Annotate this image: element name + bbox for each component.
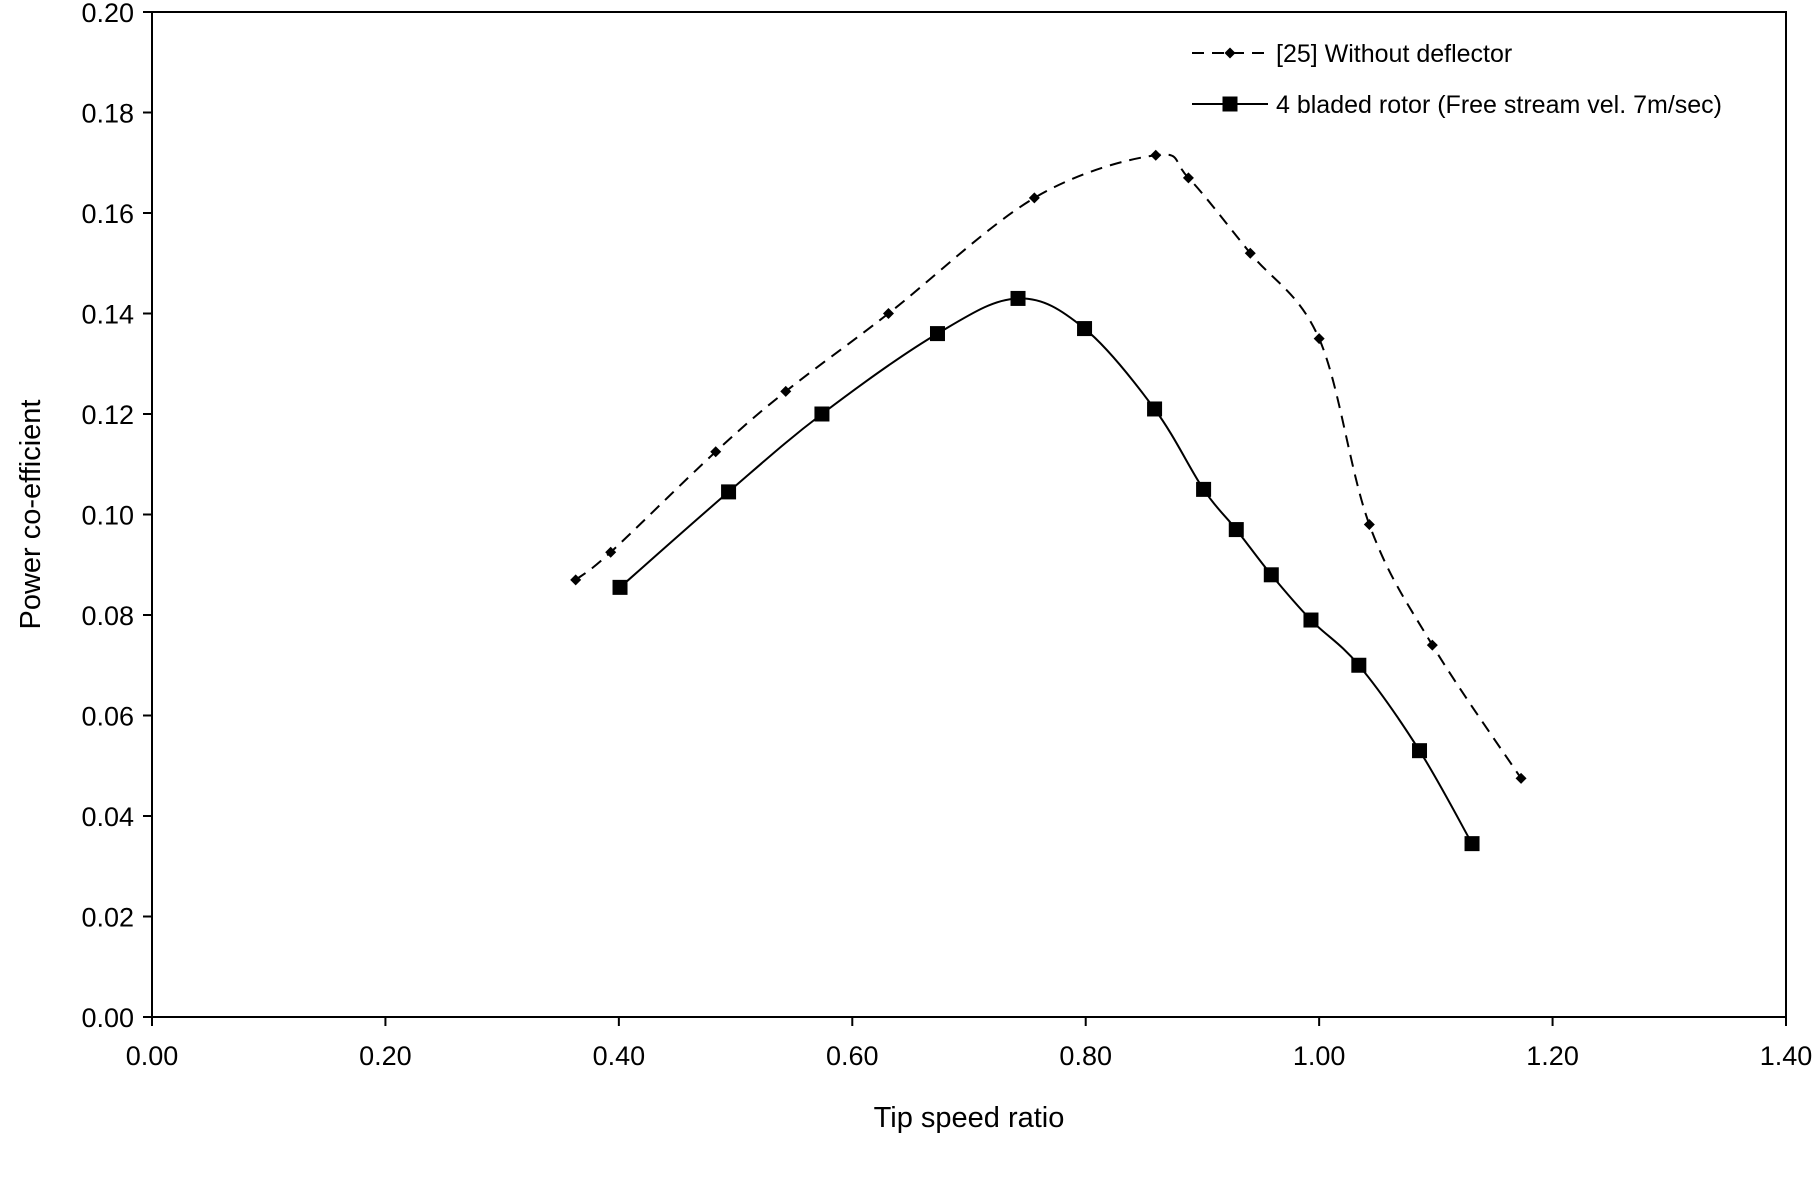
x-tick-label: 0.60 — [826, 1041, 879, 1071]
legend-item: [25] Without deflector — [1192, 40, 1512, 68]
y-tick-label: 0.06 — [81, 702, 134, 732]
y-tick-label: 0.14 — [81, 300, 134, 330]
data-point — [1150, 149, 1162, 161]
x-tick-label: 1.00 — [1293, 1041, 1346, 1071]
data-point — [1228, 522, 1244, 538]
y-tick-label: 0.20 — [81, 0, 134, 28]
y-tick-label: 0.00 — [81, 1003, 134, 1033]
legend-marker — [1222, 96, 1238, 112]
data-point — [1363, 519, 1375, 531]
data-point — [1351, 657, 1367, 673]
data-point — [1412, 743, 1428, 759]
axes-layer: 0.00 0.02 0.04 0.06 0.08 0.10 0.12 0.14 0.16 0.18… — [81, 0, 1812, 1071]
data-point — [1464, 836, 1480, 852]
data-point — [882, 308, 894, 319]
data-point — [1077, 321, 1093, 337]
legend-item: 4 bladed rotor (Free stream vel. 7m/sec) — [1192, 91, 1722, 119]
legend-label: [25] Without deflector — [1276, 40, 1512, 68]
x-tick-label: 0.00 — [126, 1041, 179, 1071]
data-point — [1426, 639, 1438, 651]
x-tick-label: 1.40 — [1760, 1041, 1813, 1071]
series-layer — [570, 149, 1527, 852]
y-tick-label: 0.10 — [81, 501, 134, 531]
data-point — [1028, 192, 1040, 204]
y-tick-label: 0.08 — [81, 601, 134, 631]
data-point — [1196, 481, 1212, 497]
x-tick-label: 0.20 — [359, 1041, 412, 1071]
series-1 — [570, 149, 1527, 784]
data-point — [605, 546, 617, 558]
data-point — [780, 385, 792, 397]
data-point — [814, 406, 830, 422]
x-axis-label: Tip speed ratio — [874, 1102, 1065, 1134]
legend-marker — [1224, 47, 1236, 59]
data-point — [721, 484, 737, 500]
legend: [25] Without deflector 4 bladed rotor (Fr… — [1192, 40, 1722, 119]
y-tick-label: 0.02 — [81, 903, 134, 933]
y-tick-label: 0.12 — [81, 400, 134, 430]
y-axis-label: Power co-efficient — [15, 400, 47, 630]
y-tick-label: 0.18 — [81, 99, 134, 129]
data-point — [1182, 172, 1194, 184]
data-point — [1515, 772, 1527, 784]
x-tick-label: 0.80 — [1059, 1041, 1112, 1071]
x-tick-label: 0.40 — [593, 1041, 646, 1071]
x-tick-label: 1.20 — [1526, 1041, 1579, 1071]
data-point — [1313, 333, 1325, 345]
y-tick-label: 0.16 — [81, 199, 134, 229]
data-point — [710, 446, 722, 458]
data-point — [1244, 247, 1256, 259]
y-tick-label: 0.04 — [81, 802, 134, 832]
series-2 — [612, 290, 1480, 852]
data-point — [929, 326, 945, 342]
data-point — [570, 574, 582, 586]
data-point — [1263, 567, 1279, 583]
data-point — [612, 579, 628, 595]
data-point — [1010, 290, 1026, 306]
data-point — [1303, 612, 1319, 628]
data-point — [1147, 401, 1163, 417]
legend-label: 4 bladed rotor (Free stream vel. 7m/sec) — [1276, 91, 1722, 119]
